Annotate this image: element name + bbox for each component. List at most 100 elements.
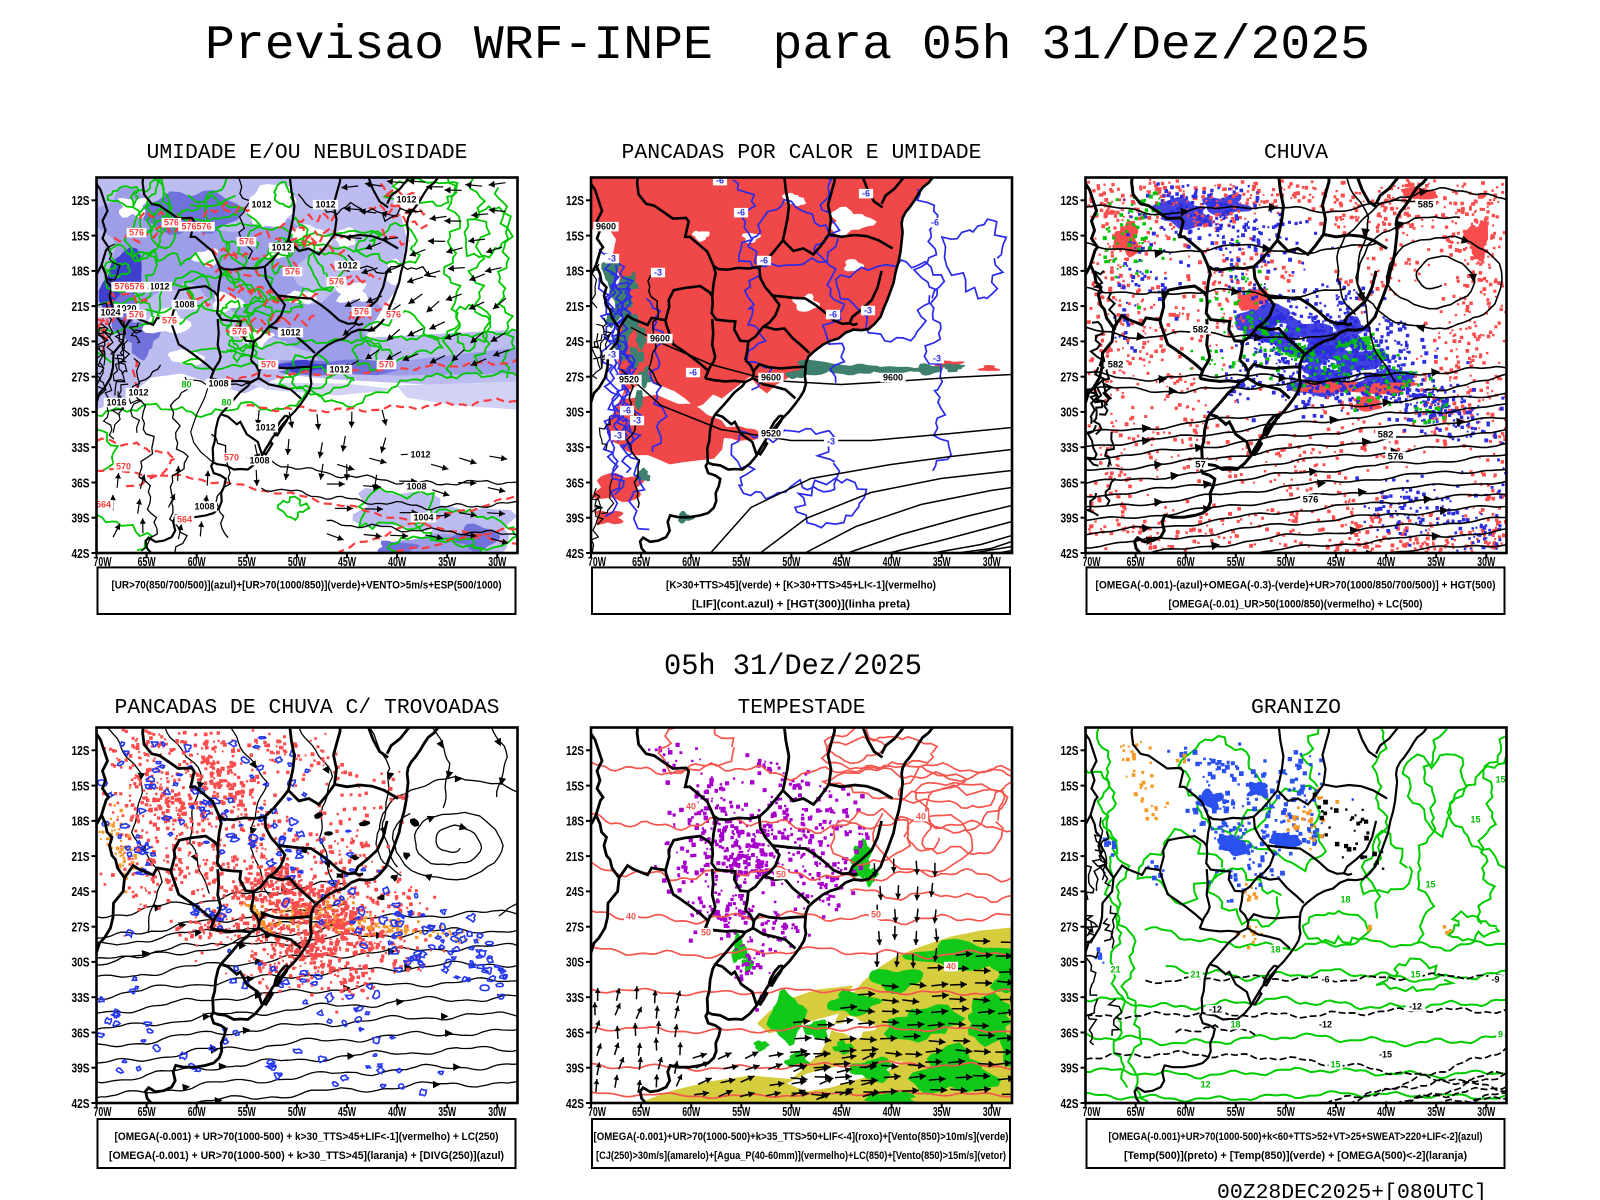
svg-text:PANCADAS POR CALOR E UMIDADE: PANCADAS POR CALOR E UMIDADE [622, 141, 982, 165]
svg-text:1012: 1012 [337, 261, 357, 271]
svg-text:1008: 1008 [208, 379, 228, 389]
svg-text:36S: 36S [566, 475, 584, 490]
svg-text:45W: 45W [338, 1104, 356, 1119]
svg-text:-12: -12 [1209, 1005, 1222, 1015]
svg-text:80: 80 [181, 380, 191, 390]
svg-text:30W: 30W [488, 1104, 506, 1119]
svg-text:15S: 15S [72, 228, 90, 243]
svg-text:12S: 12S [1061, 743, 1079, 758]
svg-text:-3: -3 [654, 268, 662, 278]
svg-text:-15: -15 [1379, 1050, 1392, 1060]
svg-text:1012: 1012 [280, 328, 300, 338]
svg-text:42S: 42S [1061, 1096, 1079, 1111]
svg-text:39S: 39S [566, 1061, 584, 1076]
svg-text:55W: 55W [238, 1104, 256, 1119]
svg-text:40W: 40W [883, 1104, 901, 1119]
svg-text:60W: 60W [188, 554, 206, 569]
svg-text:TEMPESTADE: TEMPESTADE [738, 696, 866, 720]
svg-text:65W: 65W [1127, 554, 1145, 569]
svg-text:576: 576 [162, 316, 177, 326]
svg-text:65W: 65W [632, 1104, 650, 1119]
svg-text:60W: 60W [1177, 554, 1195, 569]
svg-text:42S: 42S [566, 546, 584, 561]
svg-text:18S: 18S [72, 814, 90, 829]
svg-text:9600: 9600 [650, 334, 670, 344]
svg-text:570: 570 [379, 360, 394, 370]
svg-text:50W: 50W [1277, 554, 1295, 569]
svg-text:570: 570 [261, 360, 276, 370]
svg-text:35W: 35W [438, 554, 456, 569]
svg-text:65W: 65W [632, 554, 650, 569]
svg-text:-3: -3 [827, 437, 835, 447]
svg-text:40W: 40W [388, 1104, 406, 1119]
svg-text:36S: 36S [1061, 1025, 1079, 1040]
svg-text:45W: 45W [1327, 1104, 1345, 1119]
svg-text:33S: 33S [566, 440, 584, 455]
svg-text:57: 57 [1195, 460, 1206, 471]
svg-text:42S: 42S [566, 1096, 584, 1111]
svg-text:1012: 1012 [329, 365, 349, 375]
svg-text:585: 585 [1418, 200, 1435, 211]
svg-text:55W: 55W [1227, 1104, 1245, 1119]
svg-text:582: 582 [1193, 325, 1209, 336]
svg-text:30S: 30S [566, 405, 584, 420]
svg-text:576576: 576576 [114, 282, 144, 292]
svg-text:576: 576 [239, 237, 254, 247]
svg-text:1012: 1012 [251, 200, 271, 210]
svg-text:576: 576 [1303, 495, 1319, 506]
svg-text:39S: 39S [1061, 511, 1079, 526]
svg-text:24S: 24S [566, 334, 584, 349]
svg-text:70W: 70W [588, 1104, 606, 1119]
svg-text:40W: 40W [1377, 554, 1395, 569]
svg-text:55W: 55W [238, 554, 256, 569]
svg-text:564: 564 [177, 515, 192, 525]
svg-text:24S: 24S [566, 884, 584, 899]
svg-text:30W: 30W [1477, 1104, 1495, 1119]
svg-text:35W: 35W [1427, 554, 1445, 569]
svg-text:21S: 21S [1061, 849, 1079, 864]
svg-text:9600: 9600 [761, 373, 781, 383]
svg-text:45W: 45W [338, 554, 356, 569]
svg-text:30S: 30S [1061, 955, 1079, 970]
svg-text:[LIF](cont.azul) + [HGT(300)](: [LIF](cont.azul) + [HGT(300)](linha pret… [692, 598, 910, 610]
svg-text:27S: 27S [1061, 370, 1079, 385]
svg-text:570: 570 [116, 462, 131, 472]
svg-text:570: 570 [224, 453, 239, 463]
svg-text:60W: 60W [1177, 1104, 1195, 1119]
svg-text:40: 40 [916, 812, 926, 822]
svg-text:55W: 55W [732, 1104, 750, 1119]
svg-text:30S: 30S [566, 955, 584, 970]
svg-text:[OMEGA(-0.001)+UR>70(1000-500): [OMEGA(-0.001)+UR>70(1000-500)+k>35_TTS>… [594, 1131, 1009, 1143]
svg-text:1012: 1012 [396, 195, 416, 205]
svg-text:27S: 27S [566, 370, 584, 385]
svg-text:15: 15 [1410, 970, 1420, 980]
svg-text:21S: 21S [72, 299, 90, 314]
svg-text:30W: 30W [488, 554, 506, 569]
svg-text:80: 80 [221, 398, 231, 408]
svg-text:576: 576 [129, 310, 144, 320]
svg-text:9600: 9600 [883, 373, 903, 383]
svg-text:40W: 40W [883, 554, 901, 569]
svg-text:15: 15 [1425, 880, 1435, 890]
svg-text:70W: 70W [94, 1104, 112, 1119]
svg-text:35W: 35W [933, 554, 951, 569]
svg-text:9600: 9600 [596, 222, 616, 232]
svg-text:12S: 12S [566, 193, 584, 208]
svg-text:30S: 30S [72, 955, 90, 970]
svg-text:21S: 21S [72, 849, 90, 864]
svg-text:-6: -6 [1321, 975, 1329, 985]
svg-text:582: 582 [1378, 430, 1394, 441]
svg-text:21: 21 [1190, 970, 1200, 980]
svg-text:33S: 33S [72, 440, 90, 455]
svg-text:33S: 33S [1061, 440, 1079, 455]
svg-text:-6: -6 [829, 310, 837, 320]
svg-text:[OMEGA(-0.01)_UR>50(1000/850)(: [OMEGA(-0.01)_UR>50(1000/850)(vermelho) … [1169, 598, 1423, 610]
svg-text:60W: 60W [682, 554, 700, 569]
svg-text:18S: 18S [1061, 814, 1079, 829]
svg-text:40W: 40W [1377, 1104, 1395, 1119]
svg-text:65W: 65W [138, 554, 156, 569]
svg-text:15: 15 [1330, 1060, 1340, 1070]
svg-text:[OMEGA(-0.001) + UR>70(1000-50: [OMEGA(-0.001) + UR>70(1000-500) + k>30_… [115, 1131, 499, 1143]
svg-text:70W: 70W [94, 554, 112, 569]
svg-text:05h 31/Dez/2025: 05h 31/Dez/2025 [664, 650, 922, 684]
